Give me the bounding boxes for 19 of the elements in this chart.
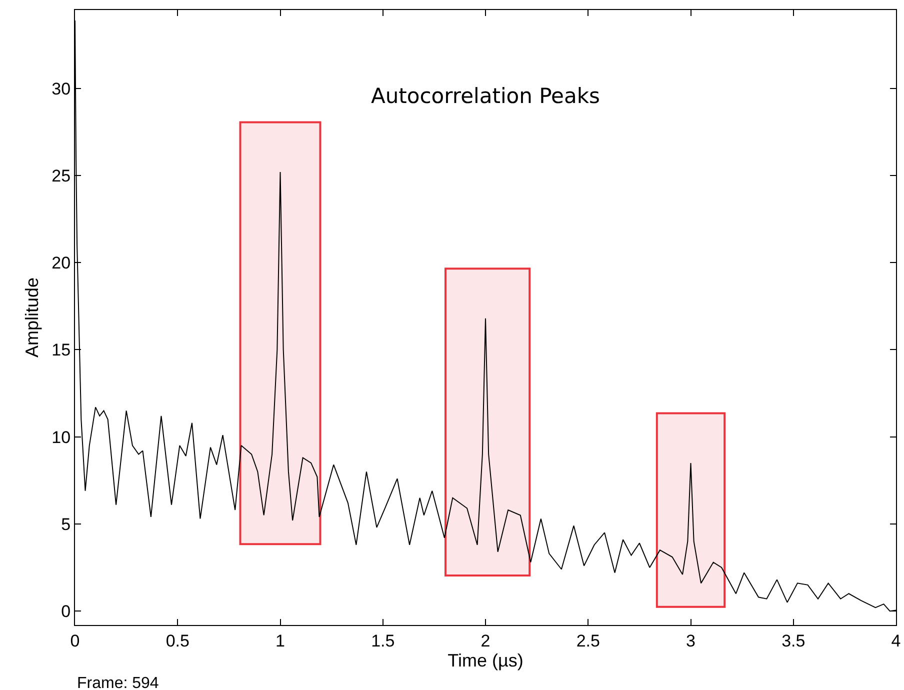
- y-axis-title: Amplitude: [22, 277, 42, 358]
- y-tick-label: 5: [61, 514, 71, 534]
- x-tick-label: 1.5: [371, 631, 395, 650]
- x-tick-label: 2.5: [576, 631, 600, 650]
- x-tick-label: 0.5: [166, 631, 190, 650]
- y-tick-label: 15: [52, 340, 71, 360]
- y-tick-label: 30: [52, 79, 71, 98]
- x-tick-label: 3.5: [782, 631, 806, 650]
- annotation: Autocorrelation Peaks: [371, 84, 600, 108]
- x-axis-title: Time (µs): [448, 650, 524, 670]
- y-tick-label: 20: [52, 254, 71, 273]
- x-tick-label: 2: [480, 631, 490, 650]
- y-tick-label: 10: [52, 428, 71, 447]
- x-tick-label: 3: [686, 631, 696, 650]
- text: Frame: 594: [77, 675, 159, 690]
- x-tick-label: 4: [891, 631, 901, 650]
- y-tick-label: 25: [52, 166, 71, 186]
- x-tick-label: 1: [276, 631, 285, 650]
- y-tick-label: 0: [61, 602, 71, 622]
